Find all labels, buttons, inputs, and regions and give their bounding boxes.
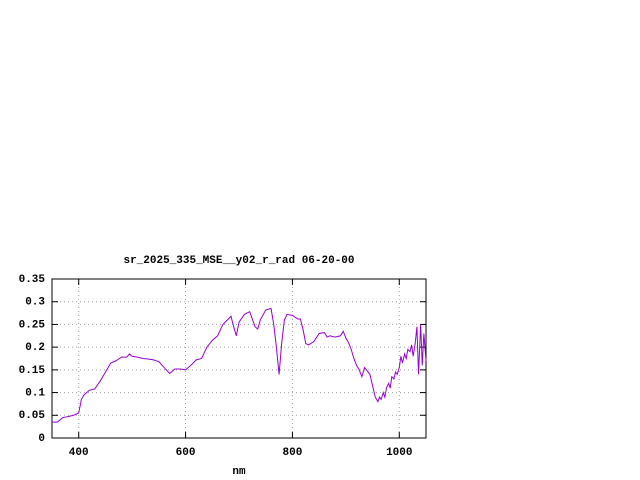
data-line: [52, 307, 427, 423]
y-tick-label: 0: [38, 433, 45, 445]
x-axis-label: nm: [232, 466, 246, 478]
y-tick-label: 0.35: [19, 274, 46, 286]
chart-title: sr_2025_335_MSE__y02_r_rad 06-20-00: [123, 255, 354, 267]
x-tick-label: 800: [283, 447, 303, 459]
x-tick-label: 600: [176, 447, 196, 459]
x-tick-label: 1000: [386, 447, 412, 459]
y-tick-label: 0.2: [25, 342, 45, 354]
y-tick-label: 0.05: [19, 410, 46, 422]
x-tick-label: 400: [69, 447, 89, 459]
plot-border: [51, 278, 427, 439]
y-tick-label: 0.1: [25, 387, 45, 399]
y-tick-label: 0.15: [19, 365, 46, 377]
y-tick-label: 0.3: [25, 297, 45, 309]
y-tick-label: 0.25: [19, 319, 46, 331]
